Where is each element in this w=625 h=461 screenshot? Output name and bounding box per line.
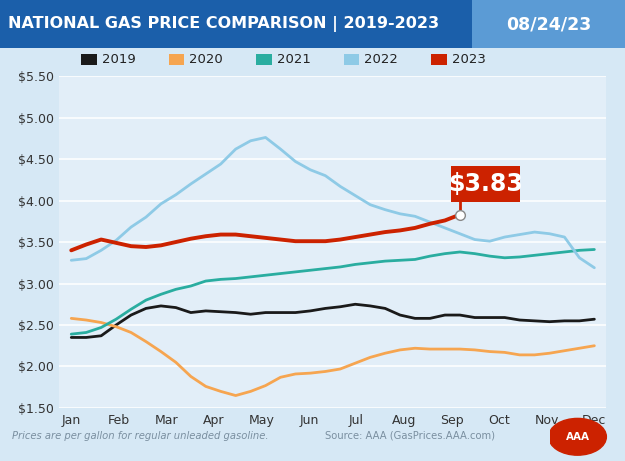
Bar xyxy=(0,0,472,48)
FancyBboxPatch shape xyxy=(451,165,520,202)
Text: 2022: 2022 xyxy=(364,53,398,66)
Text: NATIONAL GAS PRICE COMPARISON | 2019-2023: NATIONAL GAS PRICE COMPARISON | 2019-202… xyxy=(8,16,439,32)
Bar xyxy=(344,54,359,65)
Text: 2020: 2020 xyxy=(189,53,223,66)
Bar xyxy=(431,54,447,65)
Text: 2023: 2023 xyxy=(452,53,486,66)
Text: Source: AAA (GasPrices.AAA.com): Source: AAA (GasPrices.AAA.com) xyxy=(325,431,495,441)
Text: 2019: 2019 xyxy=(102,53,136,66)
Bar xyxy=(81,54,97,65)
Bar xyxy=(169,54,184,65)
Text: Prices are per gallon for regular unleaded gasoline.: Prices are per gallon for regular unlead… xyxy=(12,431,269,441)
Circle shape xyxy=(549,419,606,455)
Text: AAA: AAA xyxy=(566,432,589,442)
Text: 2021: 2021 xyxy=(277,53,311,66)
Text: 08/24/23: 08/24/23 xyxy=(506,15,591,33)
Bar xyxy=(472,0,625,48)
Text: $3.83: $3.83 xyxy=(448,172,523,196)
Bar xyxy=(256,54,272,65)
